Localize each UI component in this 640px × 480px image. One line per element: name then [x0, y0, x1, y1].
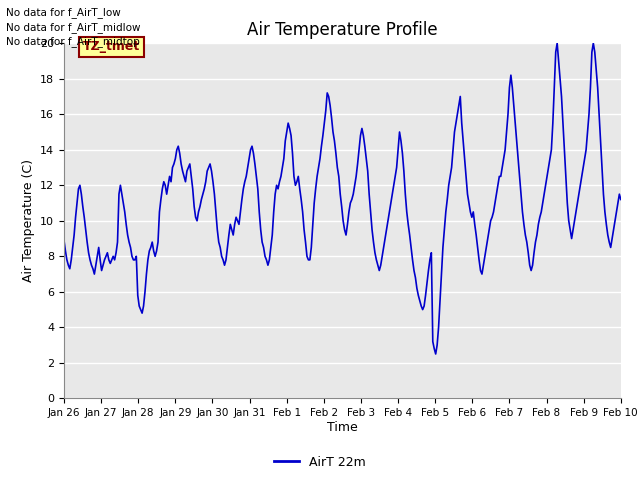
Text: No data for f_AirT_midlow: No data for f_AirT_midlow [6, 22, 141, 33]
Title: Air Temperature Profile: Air Temperature Profile [247, 21, 438, 39]
Legend: AirT 22m: AirT 22m [269, 451, 371, 474]
Y-axis label: Air Temperature (C): Air Temperature (C) [22, 159, 35, 282]
X-axis label: Time: Time [327, 421, 358, 434]
Text: No data for f_AirT_midtop: No data for f_AirT_midtop [6, 36, 140, 47]
Text: No data for f_AirT_low: No data for f_AirT_low [6, 7, 121, 18]
Text: TZ_tmet: TZ_tmet [83, 40, 140, 53]
